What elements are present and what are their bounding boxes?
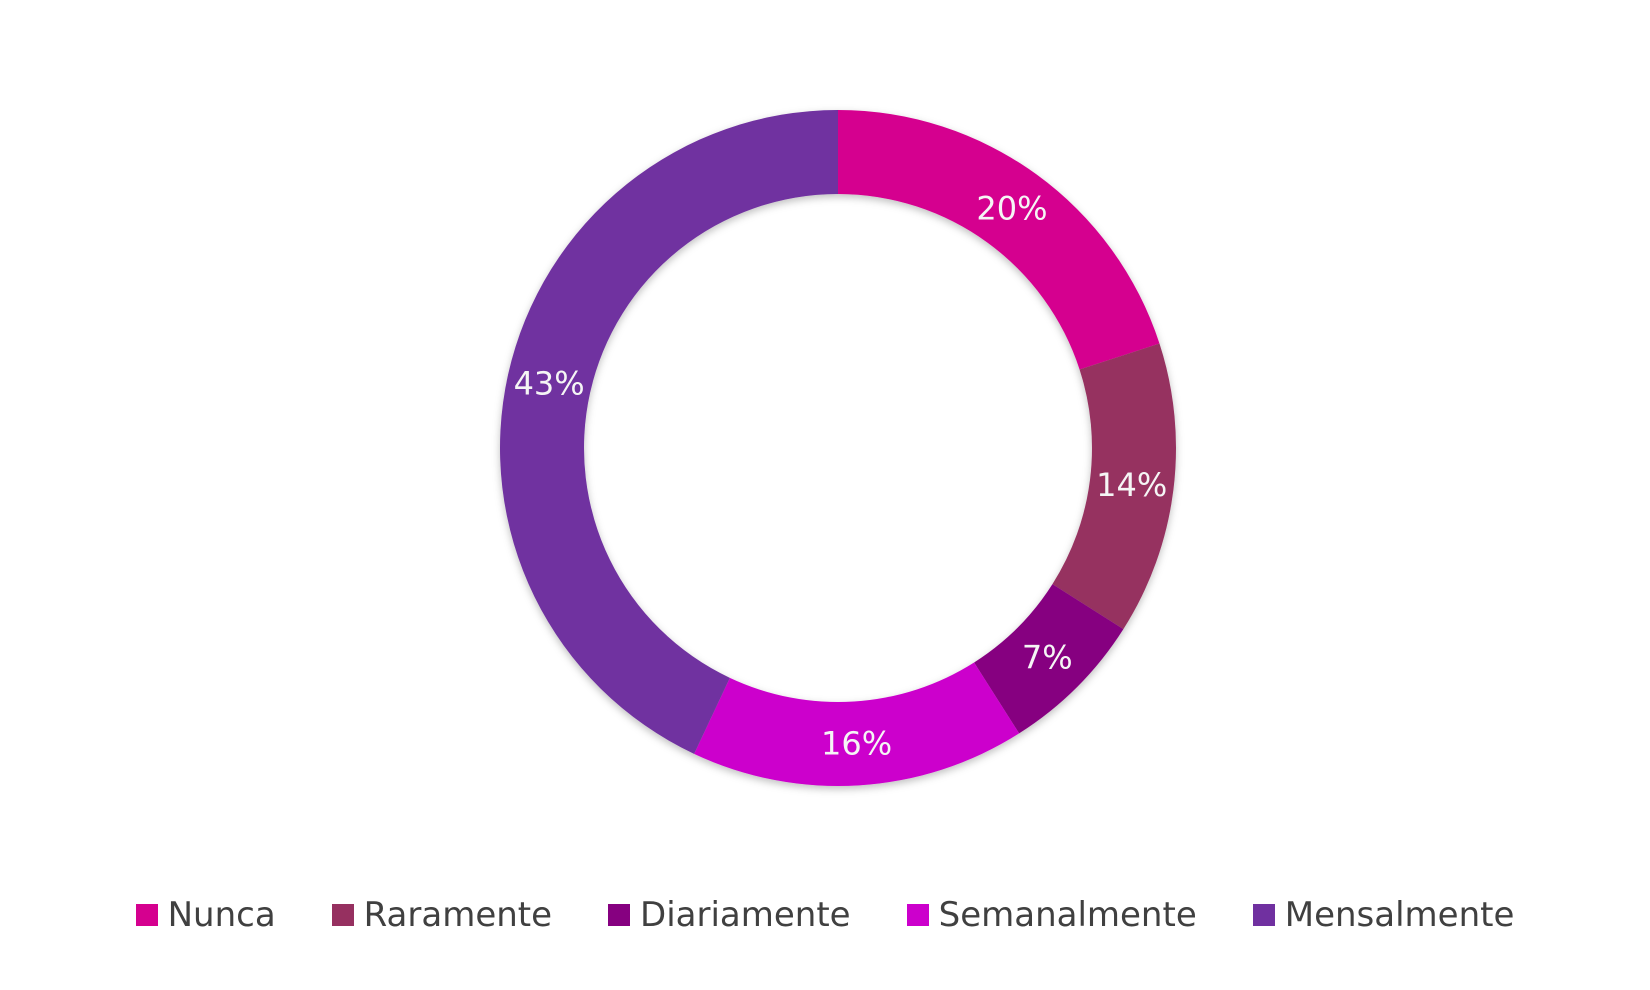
donut-data-labels: 20% 14% 7% 16% 43%	[514, 190, 1168, 763]
slice-mensalmente	[499, 110, 838, 754]
legend-item-diariamente: Diariamente	[608, 895, 851, 935]
slice-semanalmente	[694, 662, 1020, 786]
legend-swatch-mensalmente	[1252, 904, 1275, 926]
legend-item-nunca: Nunca	[135, 895, 276, 935]
slice-raramente	[1052, 343, 1177, 630]
legend: Nunca Raramente Diariamente Semanalmente Men…	[0, 895, 1650, 935]
slice-nunca	[838, 110, 1160, 370]
legend-item-semanalmente: Semanalmente	[906, 895, 1197, 935]
legend-item-raramente: Raramente	[331, 895, 553, 935]
legend-swatch-semanalmente	[906, 904, 929, 926]
data-label-semanalmente: 16%	[821, 724, 892, 762]
legend-swatch-diariamente	[608, 904, 631, 926]
legend-label-mensalmente: Mensalmente	[1284, 895, 1515, 935]
legend-swatch-raramente	[331, 904, 354, 926]
legend-label-nunca: Nunca	[167, 895, 276, 935]
legend-label-semanalmente: Semanalmente	[938, 895, 1197, 935]
donut-slices	[499, 110, 1177, 786]
legend-item-mensalmente: Mensalmente	[1252, 895, 1515, 935]
legend-label-raramente: Raramente	[363, 895, 553, 935]
data-label-raramente: 14%	[1096, 466, 1167, 504]
legend-label-diariamente: Diariamente	[640, 895, 851, 935]
data-label-mensalmente: 43%	[514, 364, 585, 402]
legend-swatch-nunca	[135, 904, 158, 926]
data-label-nunca: 20%	[976, 190, 1047, 228]
slice-diariamente	[974, 584, 1124, 734]
data-label-diariamente: 7%	[1022, 638, 1073, 676]
